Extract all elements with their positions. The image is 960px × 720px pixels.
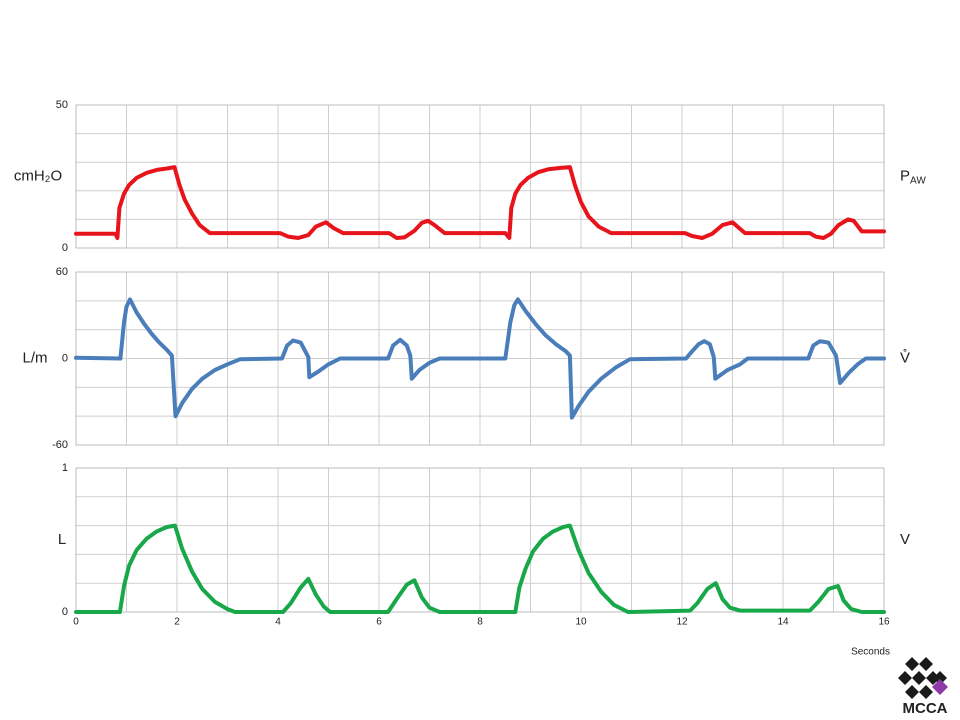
signal-label: PAW <box>900 167 926 186</box>
y-tick-label: 1 <box>62 462 68 474</box>
signal-subscript: AW <box>910 175 926 186</box>
x-tick-label: 8 <box>477 617 483 628</box>
logo-text: MCCA <box>903 700 948 717</box>
x-tick-label: 6 <box>376 617 382 628</box>
y-tick-label: 0 <box>62 242 68 254</box>
signal-label: V̊ <box>900 348 910 366</box>
x-tick-label: 2 <box>174 617 180 628</box>
plot-frame <box>75 104 885 249</box>
y-tick-label: 0 <box>62 352 68 364</box>
y-tick-label: 60 <box>56 266 68 278</box>
y-tick-label: 50 <box>56 99 68 111</box>
signal-name: V̊ <box>900 348 910 366</box>
waveform <box>74 165 886 240</box>
y-tick-label: 0 <box>62 606 68 618</box>
waveform <box>74 297 886 420</box>
x-tick-label: 0 <box>73 617 79 628</box>
signal-name: P <box>900 167 910 184</box>
logo-mark <box>898 657 948 699</box>
x-axis-label: Seconds <box>851 647 890 658</box>
signal-name: V <box>900 531 910 548</box>
x-tick-label: 4 <box>275 617 281 628</box>
y-axis-label: cmH₂O <box>14 167 62 184</box>
y-tick-label: -60 <box>52 439 68 451</box>
x-tick-label: 10 <box>575 617 587 628</box>
waveform <box>74 523 886 614</box>
signal-label: V <box>900 531 910 548</box>
y-axis-label: L <box>58 531 66 548</box>
y-axis-label: L/m <box>22 349 47 366</box>
x-tick-label: 16 <box>878 617 890 628</box>
x-tick-label: 12 <box>676 617 688 628</box>
x-tick-label: 14 <box>777 617 789 628</box>
